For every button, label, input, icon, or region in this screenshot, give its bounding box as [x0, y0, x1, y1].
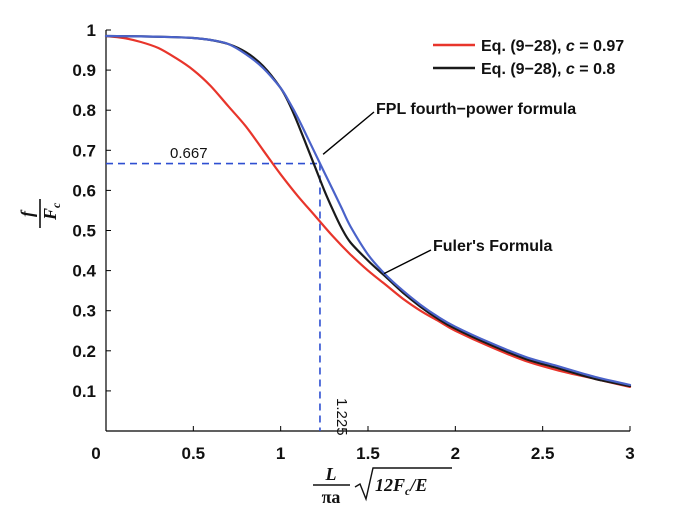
y-tick-label: 0.1	[72, 382, 96, 401]
x-tick-label: 3	[625, 444, 634, 463]
y-axis-label: f Fc	[17, 199, 63, 228]
y-tick-label: 0.2	[72, 342, 96, 361]
legend-label-red-prefix: Eq. (9−28),	[481, 38, 566, 55]
annotation-fpl-label: FPL fourth−power formula	[376, 101, 576, 118]
annotation-euler-pointer	[383, 249, 432, 275]
y-tick-label: 0.4	[72, 262, 96, 281]
origin-tick-label: 0	[91, 444, 100, 463]
series-black-c08	[104, 34, 632, 388]
annotation-fpl-pointer	[322, 111, 375, 155]
y-tick-label: 0.7	[72, 141, 96, 160]
y-axis-label-denominator-main: F	[40, 208, 60, 221]
x-tick-label: 0.5	[182, 444, 206, 463]
x-axis-ticks: 0.5 1 1.5 2 2.5 3	[105, 426, 635, 463]
series-red-c097	[104, 34, 632, 388]
y-axis-label-denominator: Fc	[40, 202, 63, 221]
y-tick-label: 0.5	[72, 222, 96, 241]
y-tick-label: 0.6	[72, 181, 96, 200]
annotations: FPL fourth−power formula Fuler's Formula	[322, 101, 576, 275]
legend: Eq. (9−28), c = 0.97 Eq. (9−28), c = 0.8	[433, 38, 624, 78]
y-axis-label-numerator: f	[17, 209, 37, 217]
legend-label-black-var: c	[566, 61, 575, 78]
y-tick-label: 0.3	[72, 302, 96, 321]
x-axis-label-radicand-e: /E	[408, 475, 427, 495]
legend-label-black-suffix: = 0.8	[575, 61, 616, 78]
y-axis-ticks: 0.1 0.2 0.3 0.4 0.5 0.6 0.7 0.8 0.9 1	[72, 21, 111, 401]
legend-label-red: Eq. (9−28), c = 0.97	[481, 38, 624, 55]
legend-label-black-prefix: Eq. (9−28),	[481, 61, 566, 78]
y-tick-label: 0.8	[72, 101, 96, 120]
x-axis-label-radicand: 12Fc/E	[375, 475, 427, 498]
x-axis-label-radicand-sub: c	[405, 484, 411, 498]
reference-lines	[106, 162, 321, 431]
legend-label-red-var: c	[566, 38, 575, 55]
reference-y-label: 0.667	[170, 145, 208, 162]
reference-x-label: 1.225	[333, 398, 350, 436]
x-axis-label-sqrt-sign	[354, 467, 452, 502]
x-axis-label-numerator: L	[325, 464, 337, 484]
legend-label-red-suffix: = 0.97	[575, 38, 624, 55]
annotation-euler-label: Fuler's Formula	[433, 238, 552, 255]
x-axis-label-pi: πa	[322, 487, 341, 507]
x-axis-label: L πa 12Fc/E	[313, 464, 452, 507]
x-tick-label: 2	[451, 444, 460, 463]
y-axis-label-denominator-sub: c	[49, 202, 63, 208]
x-axis-label-radicand-12: 12F	[375, 475, 405, 495]
series-blue-fpl-euler	[104, 34, 632, 386]
x-axis-label-denominator: πa	[322, 487, 341, 507]
legend-label-black: Eq. (9−28), c = 0.8	[481, 61, 615, 78]
series-lines	[104, 34, 632, 388]
y-tick-label: 1	[87, 21, 96, 40]
y-tick-label: 0.9	[72, 61, 96, 80]
x-tick-label: 1	[276, 444, 285, 463]
x-tick-label: 1.5	[356, 444, 380, 463]
x-tick-label: 2.5	[531, 444, 555, 463]
